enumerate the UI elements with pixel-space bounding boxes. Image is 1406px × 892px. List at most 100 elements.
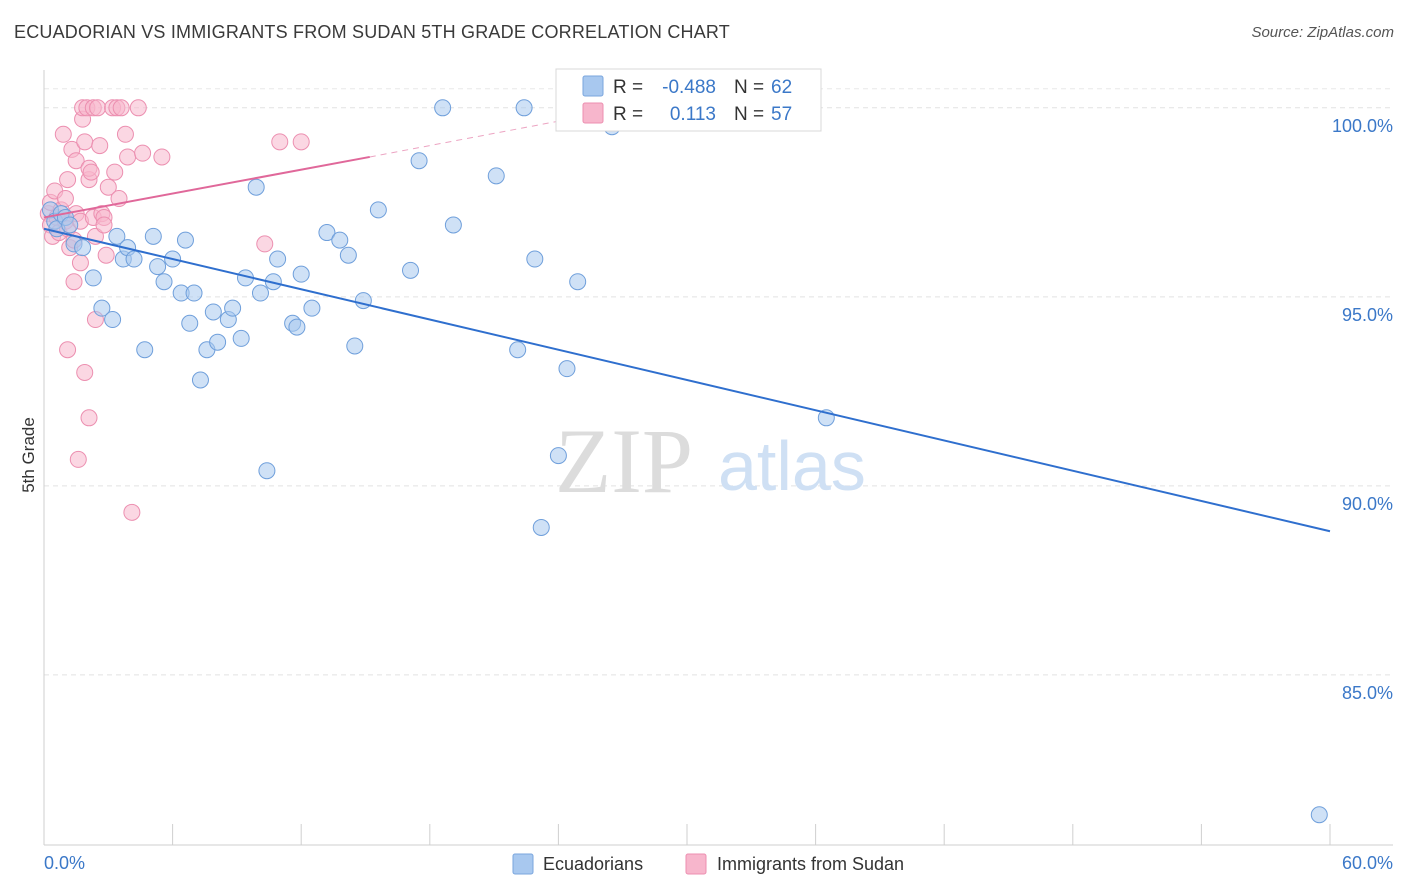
sudan-point-12 xyxy=(59,341,77,359)
legend-n-value-ecuadorians: 62 xyxy=(771,77,792,98)
series-sudan-points xyxy=(39,99,310,521)
ecuadorian-point-57 xyxy=(558,360,576,378)
sudan-point-50 xyxy=(123,503,141,521)
legend-r-label-sudan: R = xyxy=(613,104,643,125)
ecuadorian-point-5 xyxy=(61,216,79,234)
ecuadorian-point-22 xyxy=(181,314,199,332)
ecuadorian-point-7 xyxy=(74,239,92,257)
ecuadorian-point-39 xyxy=(292,265,310,283)
sudan-point-21 xyxy=(71,254,89,272)
ecuadorian-point-49 xyxy=(434,99,452,117)
legend-n-value-sudan: 57 xyxy=(771,104,792,125)
ecuadorian-point-15 xyxy=(136,341,154,359)
sudan-point-18 xyxy=(67,152,85,170)
ecuadorian-point-40 xyxy=(303,299,321,317)
sudan-point-42 xyxy=(99,178,117,196)
ecuadorian-point-24 xyxy=(191,371,209,389)
y-tick-label-3: 85.0% xyxy=(1342,683,1393,703)
correlation-legend: R = -0.488 N = 62 R = 0.113 N = 57 xyxy=(555,68,822,132)
sudan-point-9 xyxy=(56,190,74,208)
ecuadorian-point-10 xyxy=(104,311,122,329)
sudan-point-13 xyxy=(59,171,77,189)
ecuadorian-point-26 xyxy=(204,303,222,321)
series-legend-swatch-sudan xyxy=(685,853,707,875)
ecuadorian-point-23 xyxy=(185,284,203,302)
sudan-point-47 xyxy=(112,99,130,117)
series-legend-label-ecuadorians: Ecuadorians xyxy=(543,854,643,874)
y-tick-labels: 100.0% 95.0% 90.0% 85.0% xyxy=(1332,116,1393,703)
ecuadorian-point-33 xyxy=(251,284,269,302)
sudan-point-26 xyxy=(76,133,94,151)
ecuadorian-point-56 xyxy=(549,447,567,465)
ecuadorian-point-54 xyxy=(526,250,544,268)
legend-swatch-sudan xyxy=(582,102,604,124)
ecuadorian-point-11 xyxy=(108,227,126,245)
sudan-point-16 xyxy=(65,273,83,291)
ecuadorian-point-48 xyxy=(410,152,428,170)
ecuadorian-point-43 xyxy=(339,246,357,264)
y-tick-label-0: 100.0% xyxy=(1332,116,1393,136)
sudan-point-37 xyxy=(91,137,109,155)
ecuadorian-point-44 xyxy=(346,337,364,355)
ecuadorian-point-27 xyxy=(209,333,227,351)
grid-lines xyxy=(44,88,1393,676)
legend-n-label-ecuadorians: N = xyxy=(734,77,764,98)
ecuadorian-trend-line xyxy=(43,227,1331,533)
x-tick-max: 60.0% xyxy=(1342,853,1393,873)
y-tick-label-2: 90.0% xyxy=(1342,494,1393,514)
legend-swatch-ecuadorians xyxy=(582,75,604,97)
ecuadorian-point-58 xyxy=(569,273,587,291)
sudan-point-53 xyxy=(153,148,171,166)
series-legend: Ecuadorians Immigrants from Sudan xyxy=(512,853,904,875)
chart-source: Source: ZipAtlas.com xyxy=(1251,24,1394,41)
sudan-point-41 xyxy=(97,246,115,264)
sudan-point-36 xyxy=(89,99,107,117)
ecuadorian-point-8 xyxy=(84,269,102,287)
ecuadorian-point-17 xyxy=(149,258,167,276)
ecuadorian-point-42 xyxy=(331,231,349,249)
ecuadorian-point-32 xyxy=(247,178,265,196)
watermark: ZIP atlas xyxy=(555,410,866,512)
ecuadorian-point-18 xyxy=(155,273,173,291)
legend-r-value-ecuadorians: -0.488 xyxy=(662,77,716,98)
ecuadorian-point-38 xyxy=(288,318,306,336)
chart-title: ECUADORIAN VS IMMIGRANTS FROM SUDAN 5TH … xyxy=(14,22,730,42)
sudan-point-20 xyxy=(69,450,87,468)
legend-r-value-sudan: 0.113 xyxy=(670,104,716,125)
series-legend-label-sudan: Immigrants from Sudan xyxy=(717,854,904,874)
sudan-point-25 xyxy=(76,363,94,381)
ecuadorian-point-61 xyxy=(1310,806,1328,824)
sudan-point-56 xyxy=(292,133,310,151)
sudan-trend-extension xyxy=(369,118,570,158)
watermark-atlas: atlas xyxy=(718,427,866,505)
legend-n-label-sudan: N = xyxy=(734,104,764,125)
ecuadorian-point-47 xyxy=(402,261,420,279)
ecuadorian-point-34 xyxy=(258,462,276,480)
y-axis-label: 5th Grade xyxy=(19,417,38,493)
sudan-point-48 xyxy=(116,125,134,143)
sudan-point-28 xyxy=(80,409,98,427)
ecuadorian-point-52 xyxy=(509,341,527,359)
sudan-point-40 xyxy=(95,216,113,234)
ecuadorian-point-21 xyxy=(176,231,194,249)
watermark-zip: ZIP xyxy=(555,410,693,512)
series-legend-swatch-ecuadorians xyxy=(512,853,534,875)
ecuadorian-point-16 xyxy=(144,227,162,245)
ecuadorian-point-30 xyxy=(232,329,250,347)
y-tick-label-1: 95.0% xyxy=(1342,305,1393,325)
ecuadorian-point-51 xyxy=(487,167,505,185)
legend-r-label-ecuadorians: R = xyxy=(613,77,643,98)
sudan-trend-line xyxy=(43,155,370,219)
sudan-point-8 xyxy=(54,125,72,143)
sudan-point-51 xyxy=(129,99,147,117)
ecuadorian-point-9 xyxy=(93,299,111,317)
ecuadorian-point-46 xyxy=(369,201,387,219)
ecuadorian-point-55 xyxy=(532,518,550,536)
ecuadorian-point-36 xyxy=(269,250,287,268)
ecuadorian-point-50 xyxy=(444,216,462,234)
ecuadorian-point-29 xyxy=(224,299,242,317)
sudan-point-52 xyxy=(134,144,152,162)
ecuadorian-point-14 xyxy=(125,250,143,268)
ecuadorian-point-41 xyxy=(318,224,336,242)
